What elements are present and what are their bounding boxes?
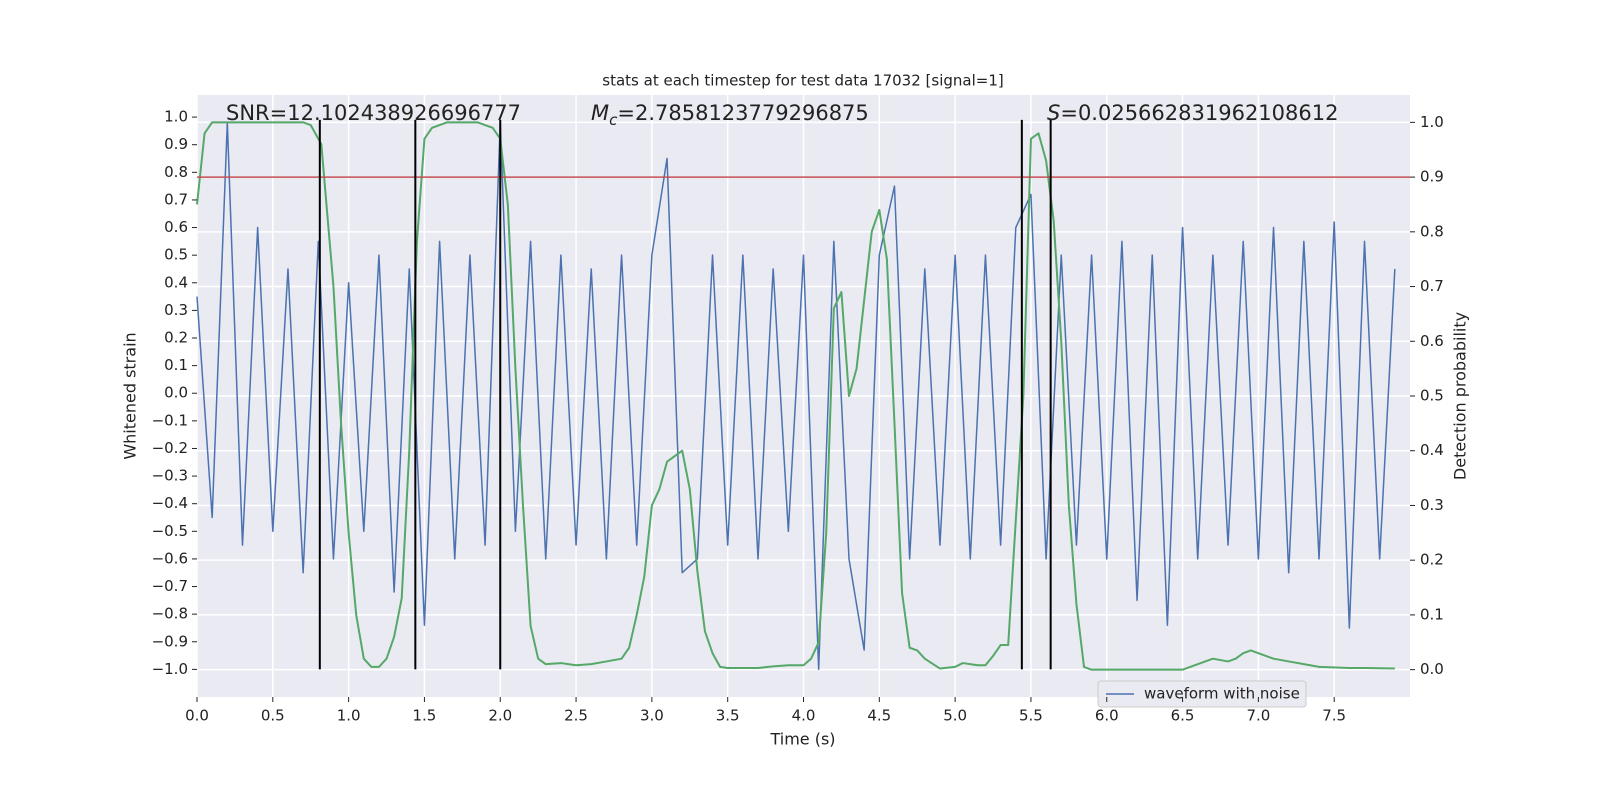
annotation: S=0.025662831962108612 (1047, 101, 1338, 125)
y2-tick-label: 0.7 (1420, 277, 1444, 295)
y-tick-label: −0.6 (152, 549, 188, 567)
y-tick-label: 0.8 (164, 163, 188, 181)
y-tick-label: −1.0 (152, 660, 188, 678)
x-tick-label: 3.0 (640, 707, 664, 725)
y-tick-label: 0.4 (164, 273, 188, 291)
annotation: SNR=12.102438926696777 (226, 101, 521, 125)
x-tick-label: 3.5 (716, 707, 740, 725)
annotation: Mc=2.7858123779296875 (591, 101, 869, 129)
legend-label: waveform with noise (1144, 685, 1300, 703)
y2-tick-label: 0.9 (1420, 168, 1444, 186)
annotation-symbol: S (1047, 101, 1060, 125)
x-tick-label: 2.0 (488, 707, 512, 725)
y2-tick-label: 0.5 (1420, 387, 1444, 405)
x-tick-label: 0.5 (261, 707, 285, 725)
y-tick-label: −0.7 (152, 577, 188, 595)
x-tick-label: 5.0 (943, 707, 967, 725)
y2-tick-label: 0.3 (1420, 496, 1444, 514)
y-tick-label: 0.6 (164, 218, 188, 236)
y2-tick-label: 0.6 (1420, 332, 1444, 350)
x-tick-label: 1.5 (413, 707, 437, 725)
y-tick-label: 0.9 (164, 135, 188, 153)
y2-axis-label: Detection probability (1451, 312, 1470, 480)
x-tick-label: 2.5 (564, 707, 588, 725)
y2-tick-label: 0.0 (1420, 660, 1444, 678)
x-tick-label: 7.5 (1322, 707, 1346, 725)
x-tick-label: 7.0 (1246, 707, 1270, 725)
y2-tick-label: 0.8 (1420, 222, 1444, 240)
y-tick-label: 0.7 (164, 190, 188, 208)
y2-tick-label: 0.1 (1420, 605, 1444, 623)
chart-title: stats at each timestep for test data 170… (602, 72, 1003, 90)
y-tick-label: −0.1 (152, 411, 188, 429)
y-axis-label: Whitened strain (121, 332, 140, 459)
x-tick-label: 5.5 (1019, 707, 1043, 725)
annotation-text: =0.025662831962108612 (1060, 101, 1338, 125)
x-axis-label: Time (s) (769, 730, 835, 749)
y2-tick-label: 0.4 (1420, 441, 1444, 459)
y2-tick-label: 1.0 (1420, 113, 1444, 131)
y2-tick-label: 0.2 (1420, 551, 1444, 569)
y-tick-label: 0.0 (164, 384, 188, 402)
x-tick-label: 1.0 (337, 707, 361, 725)
y-tick-label: −0.4 (152, 494, 188, 512)
y-tick-label: 1.0 (164, 108, 188, 126)
annotation-symbol: M (591, 101, 609, 125)
x-tick-label: 0.0 (185, 707, 209, 725)
series-line (196, 121, 1396, 671)
y-tick-label: −0.3 (152, 467, 188, 485)
y-tick-label: −0.8 (152, 605, 188, 623)
y-tick-label: 0.5 (164, 246, 188, 264)
y-tick-label: −0.5 (152, 522, 188, 540)
y-tick-label: 0.2 (164, 329, 188, 347)
x-tick-label: 6.0 (1095, 707, 1119, 725)
legend-box (1097, 680, 1307, 708)
legend: waveform with noise (1097, 680, 1307, 708)
y-tick-label: −0.9 (152, 632, 188, 650)
x-tick-label: 4.5 (867, 707, 891, 725)
x-tick-label: 4.0 (792, 707, 816, 725)
y-tick-label: −0.2 (152, 439, 188, 457)
annotation-subscript: c (609, 111, 618, 129)
y-tick-label: 0.3 (164, 301, 188, 319)
marks (196, 119, 1410, 671)
annotation-text: =2.7858123779296875 (617, 101, 868, 125)
x-tick-label: 6.5 (1171, 707, 1195, 725)
y-tick-label: 0.1 (164, 356, 188, 374)
